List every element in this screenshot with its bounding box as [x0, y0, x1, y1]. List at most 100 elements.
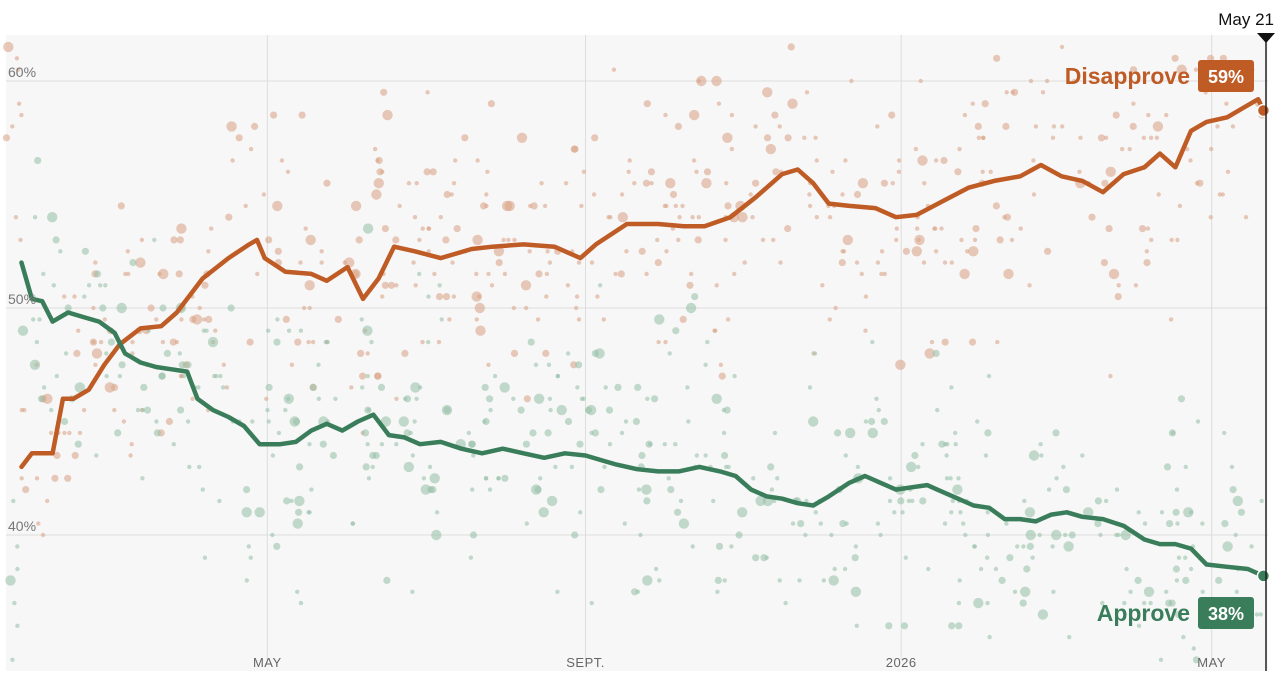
poll-dot: [1068, 531, 1076, 539]
poll-dot: [972, 544, 978, 549]
poll-dot: [93, 362, 98, 367]
poll-dot: [527, 249, 532, 254]
poll-dot: [673, 203, 678, 209]
poll-dot: [1002, 122, 1010, 130]
poll-dot: [913, 146, 919, 152]
poll-dot: [401, 349, 409, 357]
poll-dot: [975, 419, 980, 424]
poll-dot: [711, 498, 716, 504]
poll-dot: [903, 555, 908, 560]
poll-dot: [1100, 600, 1105, 606]
poll-dot: [941, 338, 949, 346]
poll-dot: [1145, 226, 1151, 231]
poll-dot: [575, 385, 580, 390]
poll-dot: [1054, 476, 1059, 481]
poll-dot: [1176, 64, 1187, 75]
poll-dot: [1100, 259, 1108, 267]
poll-dot: [1191, 646, 1197, 651]
poll-dot: [408, 430, 413, 436]
poll-dot: [102, 317, 108, 322]
poll-dot: [546, 362, 552, 367]
poll-dot: [952, 484, 963, 495]
poll-dot: [1168, 317, 1174, 322]
poll-dot: [673, 442, 678, 447]
approve-label: Approve: [1097, 600, 1190, 626]
poll-dot: [1142, 600, 1147, 606]
poll-dot: [753, 124, 758, 129]
poll-dot: [634, 383, 642, 391]
poll-dot: [1217, 192, 1223, 197]
poll-dot: [254, 507, 265, 518]
poll-dot: [1059, 44, 1065, 50]
poll-dot: [605, 406, 614, 414]
poll-dot: [1105, 225, 1113, 233]
poll-dot: [1154, 135, 1160, 140]
poll-dot: [1142, 521, 1148, 526]
poll-dot: [45, 498, 50, 504]
poll-dot: [1052, 429, 1060, 437]
poll-dot: [1038, 442, 1043, 447]
poll-dot: [863, 419, 869, 424]
poll-dot: [371, 189, 382, 200]
poll-dot: [985, 532, 991, 538]
poll-dot: [942, 260, 948, 265]
poll-dot: [29, 359, 41, 370]
poll-dot: [414, 181, 419, 186]
poll-dot: [1225, 169, 1231, 174]
poll-dot: [643, 100, 651, 108]
poll-dot: [15, 623, 20, 628]
poll-dot: [1003, 213, 1012, 221]
poll-dot: [125, 249, 130, 254]
poll-dot: [892, 510, 897, 515]
poll-dot: [767, 463, 775, 471]
poll-dot: [984, 429, 992, 437]
poll-dot: [472, 234, 483, 246]
poll-dot: [783, 600, 788, 606]
poll-dot: [1149, 237, 1154, 243]
poll-dot: [705, 339, 710, 345]
date-cursor[interactable]: May 21: [1218, 10, 1275, 671]
poll-dot: [922, 181, 927, 186]
poll-dot: [1129, 66, 1138, 74]
poll-dot: [597, 283, 603, 288]
poll-dot: [178, 361, 186, 369]
poll-dot: [289, 362, 295, 367]
poll-dot: [916, 464, 921, 470]
poll-dot: [104, 382, 116, 393]
poll-dot: [887, 498, 893, 504]
poll-dot: [606, 215, 611, 220]
poll-dot: [1176, 555, 1182, 560]
poll-dot: [998, 576, 1006, 585]
poll-dot: [417, 271, 422, 277]
poll-dot: [714, 283, 719, 288]
poll-dot: [202, 555, 208, 560]
poll-dot: [251, 122, 259, 130]
poll-dot: [643, 497, 651, 505]
poll-dot: [394, 442, 399, 447]
poll-dot: [185, 419, 191, 424]
poll-dot: [933, 249, 939, 254]
poll-dot: [980, 169, 985, 174]
poll-dot: [849, 78, 854, 84]
poll-dot: [703, 362, 708, 367]
poll-dot: [772, 430, 778, 436]
poll-dot: [157, 271, 162, 277]
poll-dot: [696, 75, 707, 87]
poll-dot: [298, 328, 304, 333]
poll-dot: [679, 315, 687, 323]
poll-dots: [2, 41, 1266, 664]
poll-dot: [99, 304, 107, 312]
poll-dot: [574, 305, 579, 311]
poll-dot: [689, 271, 694, 277]
poll-dot: [656, 339, 661, 345]
poll-dot: [489, 283, 495, 288]
poll-dot: [924, 348, 935, 359]
poll-dot: [11, 498, 16, 504]
date-marker-icon: [1257, 33, 1275, 43]
poll-dot: [451, 294, 456, 299]
poll-dot: [22, 486, 30, 494]
poll-dot: [248, 555, 253, 560]
poll-dot: [1050, 135, 1056, 140]
disapprove-badge: [1198, 60, 1254, 92]
